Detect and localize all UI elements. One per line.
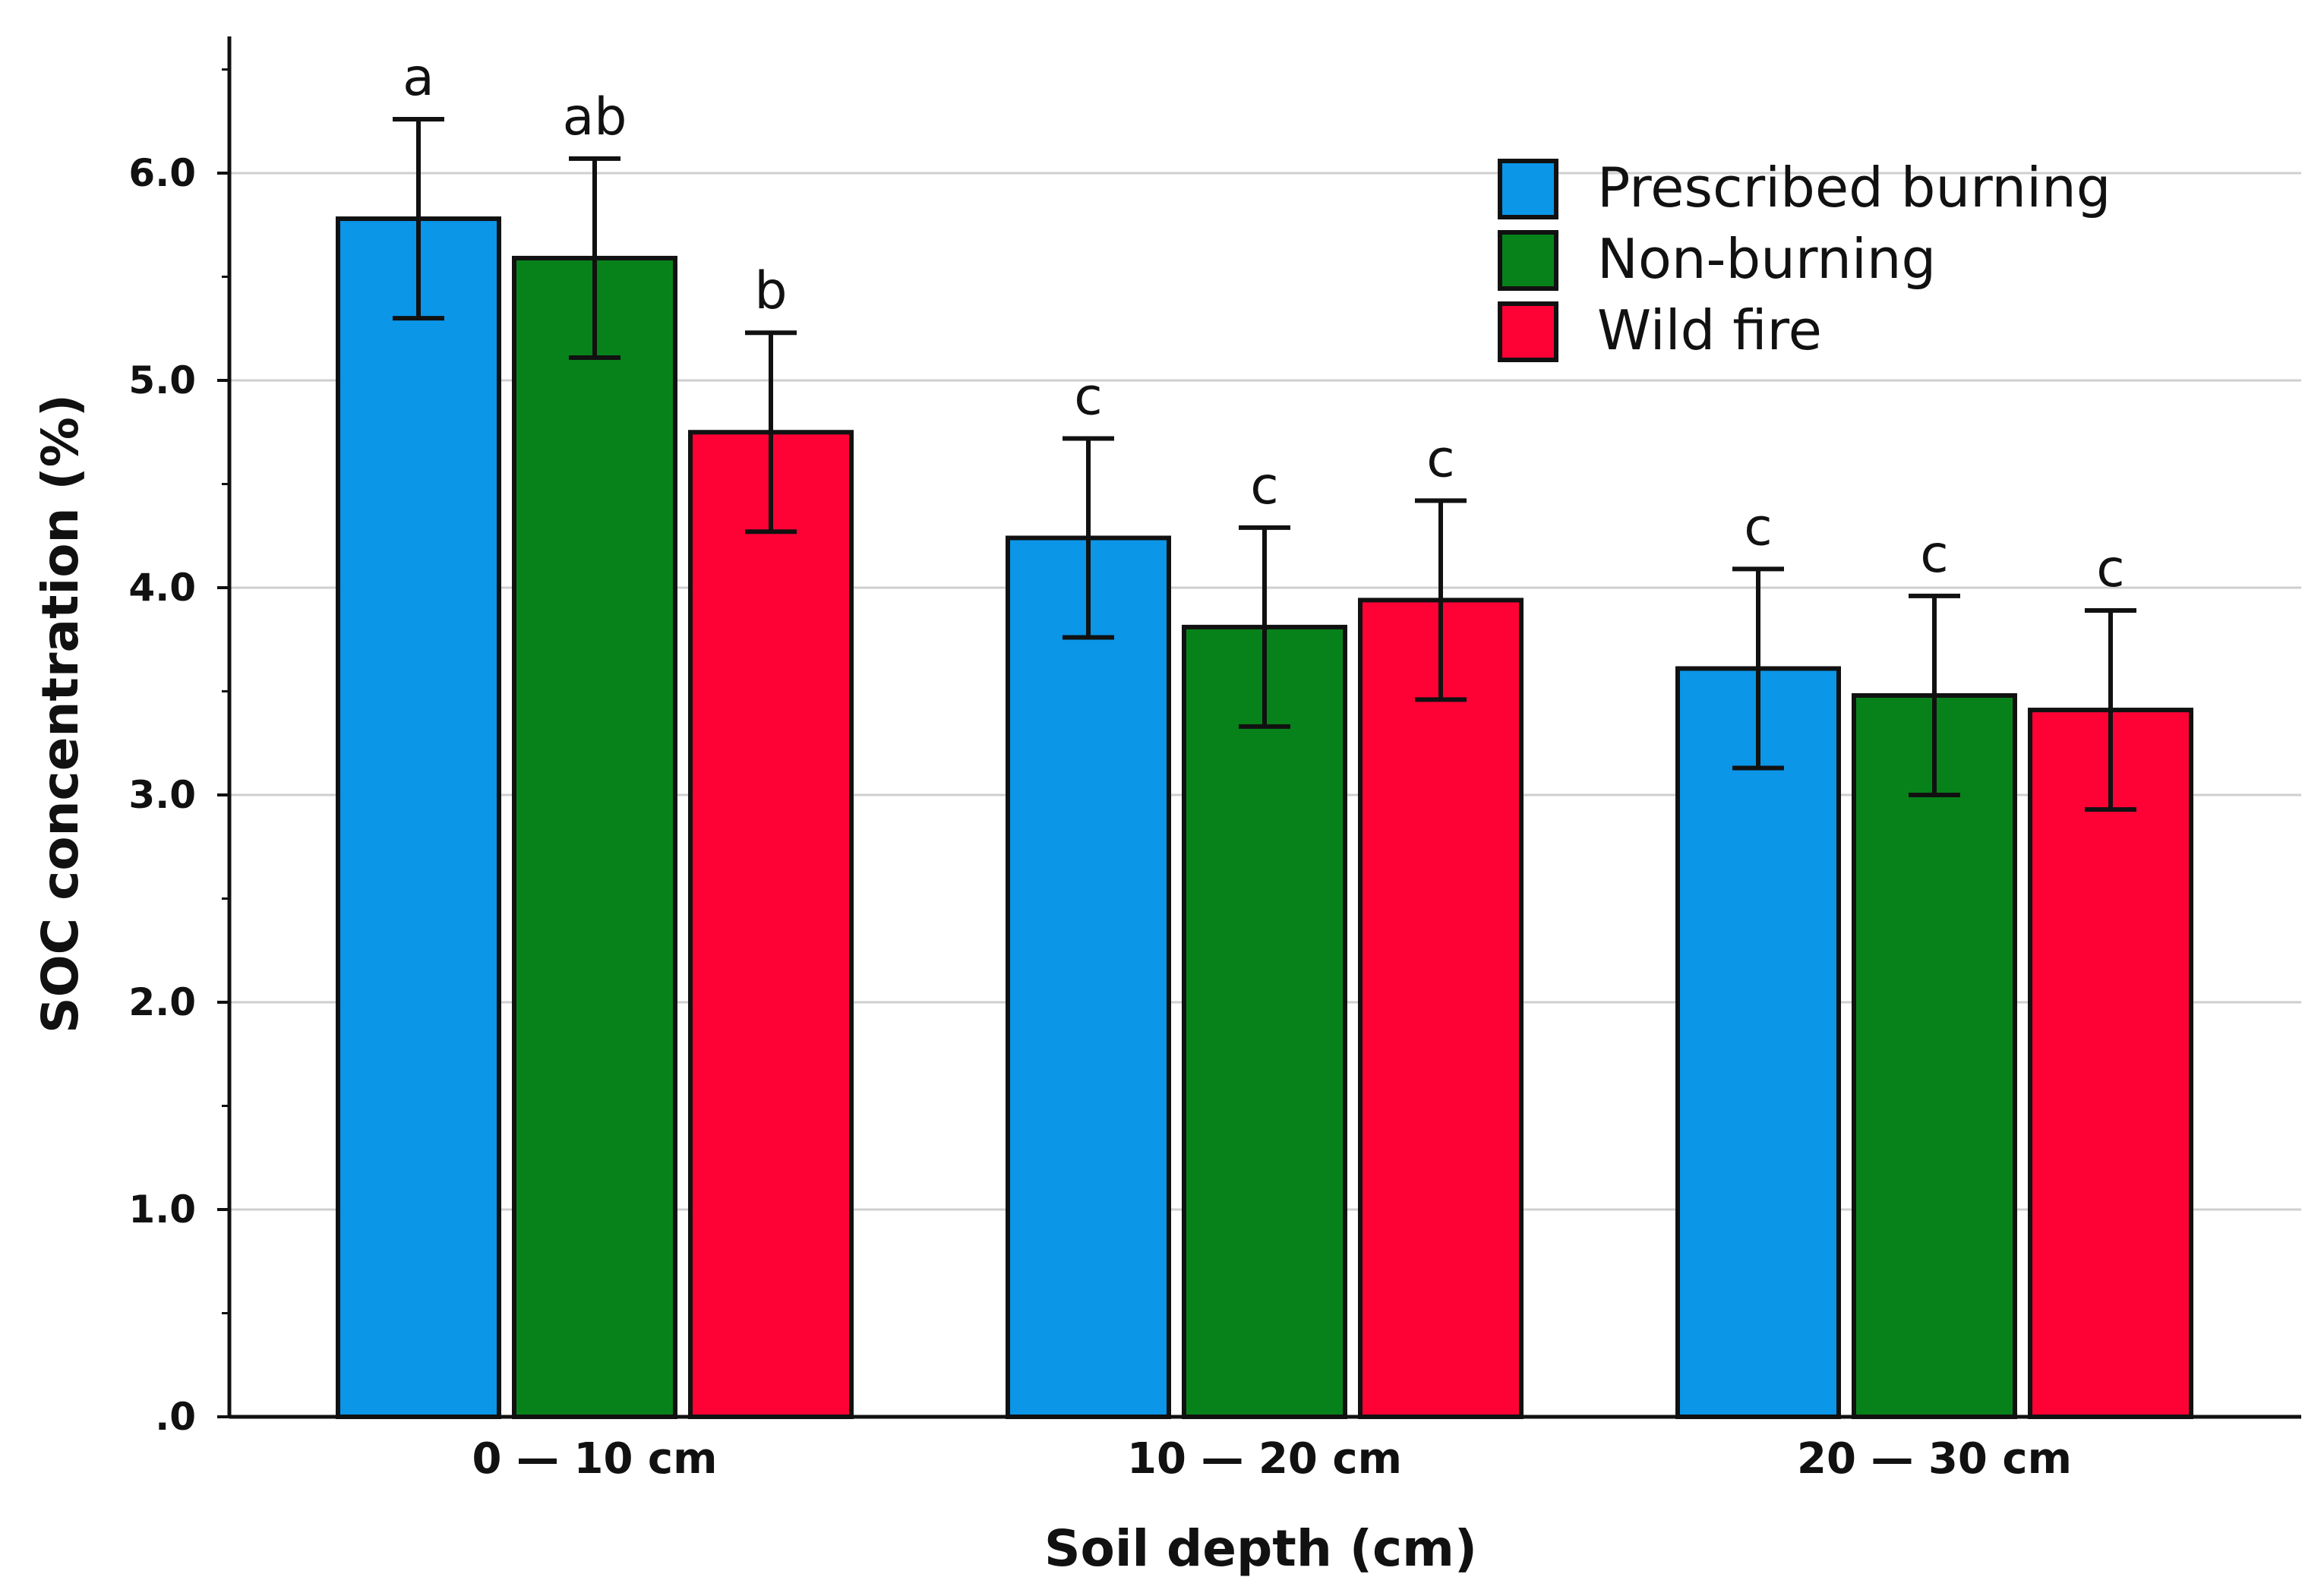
significance-letter: c — [1074, 367, 1102, 427]
significance-letter: ab — [563, 87, 627, 147]
legend-label: Prescribed burning — [1597, 156, 2111, 219]
bar — [688, 430, 854, 1419]
y-tick-label: 3.0 — [128, 773, 196, 817]
bar — [1358, 598, 1524, 1419]
category-label: 20 — 30 cm — [1797, 1434, 2072, 1484]
legend-label: Wild fire — [1597, 298, 1822, 362]
bar — [1006, 535, 1171, 1419]
legend-swatch — [1498, 301, 1558, 362]
x-axis-title: Soil depth (cm) — [1044, 1519, 1477, 1578]
legend-swatch — [1498, 159, 1558, 219]
y-tick-labels: .0 1.0 2.0 3.0 4.0 5.0 6.0 — [128, 151, 196, 1439]
category-label: 0 — 10 cm — [472, 1434, 718, 1484]
bar — [1182, 624, 1347, 1419]
y-tick-label: 2.0 — [128, 980, 196, 1024]
bar — [336, 216, 501, 1419]
y-tick-label: 4.0 — [128, 566, 196, 610]
bars — [336, 117, 2193, 1419]
y-axis-title: SOC concentration (%) — [31, 394, 90, 1033]
significance-letter: c — [1744, 497, 1772, 557]
bar — [512, 255, 677, 1419]
bar — [1675, 666, 1841, 1419]
bar — [1852, 692, 2017, 1419]
axes — [217, 36, 2301, 1419]
legend-swatch — [1498, 230, 1558, 291]
legend-label: Non-burning — [1597, 227, 1936, 291]
y-tick-label: 5.0 — [128, 358, 196, 402]
significance-letter: a — [403, 48, 434, 108]
y-tick-label: 6.0 — [128, 151, 196, 195]
legend: Prescribed burning Non-burning Wild fire — [1498, 156, 2111, 362]
significance-letter: c — [1250, 456, 1278, 516]
x-tick-labels: 0 — 10 cm 10 — 20 cm 20 — 30 cm — [472, 1434, 2072, 1484]
y-tick-label: .0 — [155, 1395, 196, 1439]
significance-letter: b — [754, 261, 787, 321]
significance-letter: c — [1920, 525, 1948, 585]
significance-letter: c — [2096, 539, 2124, 599]
y-tick-label: 1.0 — [128, 1188, 196, 1232]
significance-letter: c — [1426, 429, 1454, 489]
bar — [2028, 708, 2193, 1419]
significance-letters: a ab b c c c c c c — [403, 48, 2125, 599]
category-label: 10 — 20 cm — [1127, 1434, 1402, 1484]
